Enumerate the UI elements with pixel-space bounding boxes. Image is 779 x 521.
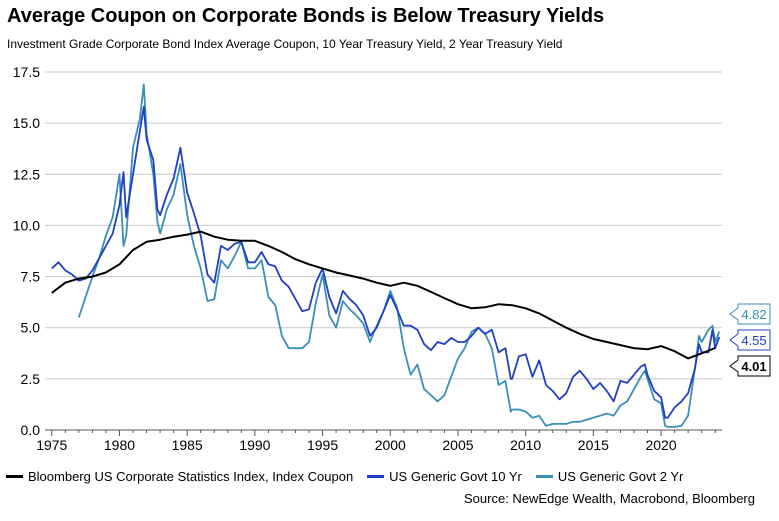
series-line-0 — [51, 230, 716, 360]
legend-swatch — [535, 474, 553, 478]
legend-item-1: US Generic Govt 10 Yr — [367, 469, 522, 484]
legend-label: Bloomberg US Corporate Statistics Index,… — [28, 468, 354, 484]
legend: Bloomberg US Corporate Statistics Index,… — [6, 467, 697, 485]
y-tick-label: 15.0 — [13, 115, 40, 131]
series-lines — [51, 83, 721, 428]
legend-swatch — [6, 474, 23, 478]
chart-title: Average Coupon on Corporate Bonds is Bel… — [7, 5, 605, 27]
x-tick-label: 2015 — [578, 437, 609, 453]
end-label-value: 4.01 — [741, 359, 766, 374]
end-label-0: 4.82 — [729, 303, 771, 325]
legend-item-0: Bloomberg US Corporate Statistics Index,… — [6, 469, 353, 484]
end-label-box — [729, 355, 771, 377]
axes: 0.0 2.5 5.0 7.5 10.0 12.5 15.0 17.5 1975 1980 1985… — [13, 64, 722, 453]
y-tick-label: 17.5 — [13, 64, 40, 80]
end-label-1: 4.55 — [729, 329, 771, 351]
end-label-box — [729, 329, 771, 351]
legend-label: US Generic Govt 2 Yr — [557, 468, 684, 484]
x-tick-label: 1995 — [307, 437, 338, 453]
x-tick-label: 1990 — [239, 437, 270, 453]
series-line-2 — [77, 83, 721, 428]
legend-label: US Generic Govt 10 Yr — [389, 468, 522, 484]
end-label-2: 4.01 — [729, 355, 771, 377]
end-value-labels: 4.82 4.55 4.01 — [729, 303, 771, 377]
y-tick-label: 10.0 — [13, 217, 40, 233]
y-tick-label: 2.5 — [21, 371, 41, 387]
legend-swatch — [367, 474, 385, 478]
x-tick-label: 1975 — [36, 437, 67, 453]
source-note: Source: NewEdge Wealth, Macrobond, Bloom… — [464, 491, 755, 506]
x-tick-label: 1985 — [172, 437, 203, 453]
end-label-value: 4.55 — [741, 333, 766, 348]
x-tick-label: 2020 — [645, 437, 676, 453]
x-tick-label: 1980 — [104, 437, 135, 453]
y-tick-label: 12.5 — [13, 166, 40, 182]
x-tick-label: 2005 — [442, 437, 473, 453]
chart-subtitle: Investment Grade Corporate Bond Index Av… — [7, 37, 563, 51]
series-line-1 — [51, 105, 721, 419]
x-tick-label: 2010 — [510, 437, 541, 453]
legend-item-2: US Generic Govt 2 Yr — [535, 468, 684, 484]
line-chart: 0.0 2.5 5.0 7.5 10.0 12.5 15.0 17.5 1975 1980 1985… — [13, 64, 771, 453]
x-tick-label: 2000 — [375, 437, 406, 453]
end-label-box — [729, 303, 771, 325]
y-tick-label: 0.0 — [21, 422, 41, 438]
y-tick-label: 5.0 — [21, 320, 41, 336]
end-label-value: 4.82 — [741, 307, 766, 322]
y-tick-label: 7.5 — [21, 269, 41, 285]
